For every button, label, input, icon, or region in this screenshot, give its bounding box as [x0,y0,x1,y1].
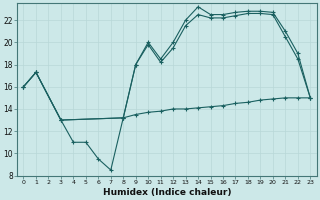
X-axis label: Humidex (Indice chaleur): Humidex (Indice chaleur) [103,188,231,197]
